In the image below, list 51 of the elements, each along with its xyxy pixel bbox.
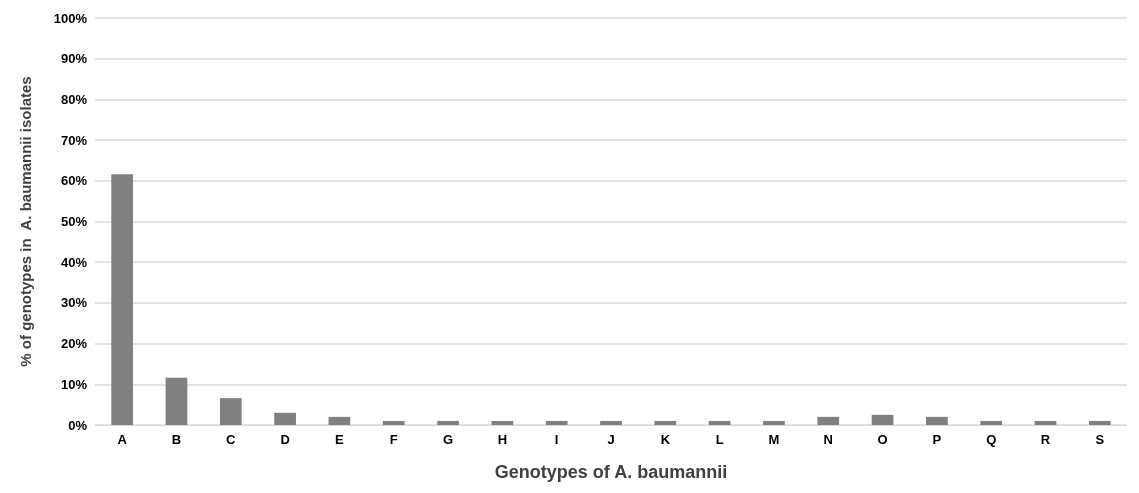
bar [437,420,459,425]
x-tick-label: G [442,432,454,447]
x-tick-label: I [554,432,559,447]
y-tick-label: 10% [60,376,88,392]
y-tick-label: 20% [60,336,88,352]
y-tick-label: 60% [60,173,88,189]
bar [600,420,622,425]
x-tick-label: B [171,432,182,447]
bar [926,416,948,425]
x-tick-label: N [823,432,833,447]
x-tick-label: C [226,432,237,447]
y-tick-label: 80% [60,91,88,107]
x-tick-label: P [932,432,942,447]
x-tick-label: H [497,432,508,447]
y-tick-label: 90% [60,51,88,67]
y-tick-label: 40% [60,254,88,270]
bar [1088,420,1111,425]
bar [111,174,134,425]
x-tick-label: O [877,432,888,447]
y-tick-label: 70% [60,132,88,148]
bar [1034,420,1057,425]
bar [491,420,514,425]
bar [708,420,731,425]
bar [328,416,351,425]
y-tick-label: 30% [60,295,88,311]
x-tick-label: R [1040,432,1051,447]
bar [817,416,840,425]
x-tick-label: Q [986,432,997,447]
bar [871,414,894,425]
x-tick-label: J [607,432,615,447]
x-tick-label: S [1095,432,1105,447]
x-tick-label: D [280,432,290,447]
x-tick-label: E [335,432,345,447]
x-tick-label: F [389,432,398,447]
x-tick-label: A [117,432,128,447]
bar [274,412,296,425]
x-tick-label: K [660,432,671,447]
bar [654,420,677,425]
bar [219,398,242,425]
x-tick-label: M [768,432,780,447]
x-tick-label: L [715,432,724,447]
y-tick-label: 0% [68,417,88,433]
bar [382,420,405,425]
bar [980,420,1003,425]
y-tick-label: 100% [53,10,88,26]
bar [763,420,785,425]
bar [165,377,188,425]
y-axis-title: % of genotypes in A. baumannii isolates [17,76,34,367]
x-axis-title: Genotypes of A. baumannii [494,462,728,482]
bar [545,420,568,425]
y-tick-label: 50% [60,214,88,229]
